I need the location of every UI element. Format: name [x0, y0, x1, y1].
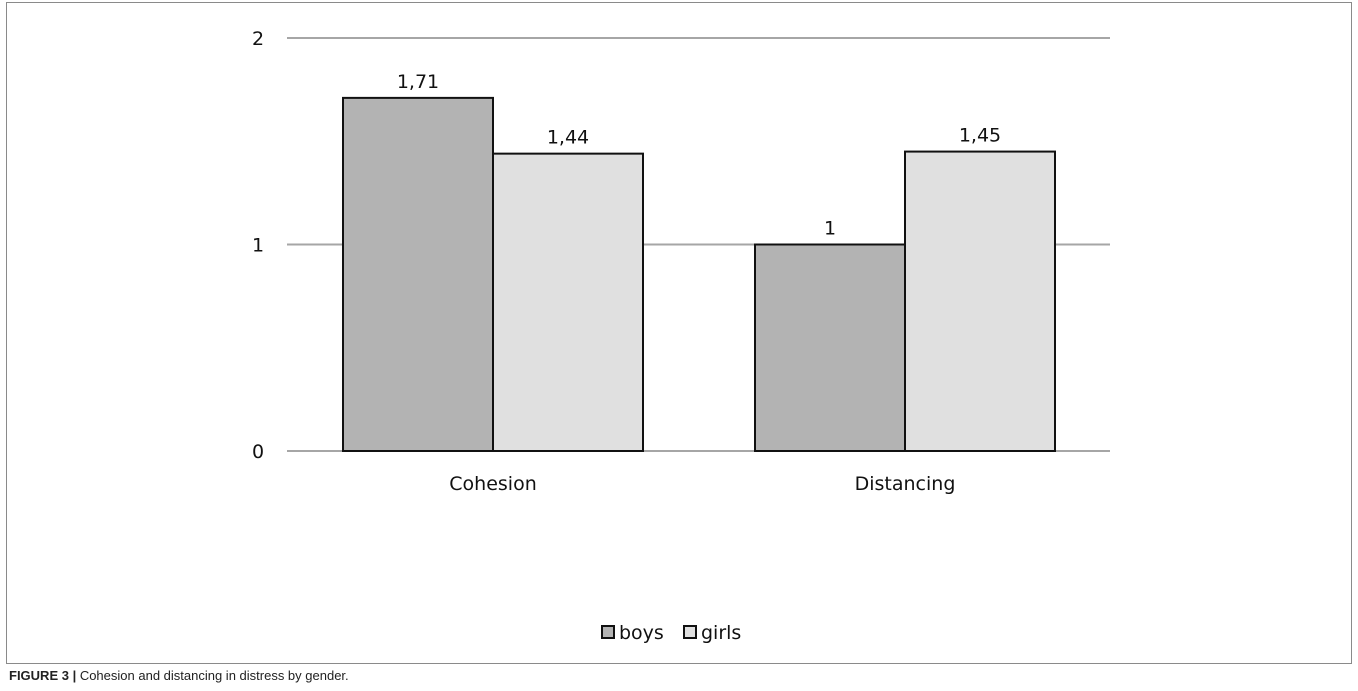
bar-chart: 0 1 2 1,71 1,44 Cohesion 1 1,45 Distancing boys gi…	[252, 28, 1110, 644]
figure-number: FIGURE 3 |	[9, 668, 77, 683]
data-label: 1,45	[959, 125, 1001, 147]
figure-frame	[6, 2, 1352, 664]
legend-label-boys: boys	[619, 622, 664, 644]
bar-boys-cohesion	[342, 96, 494, 452]
x-category-label: Distancing	[855, 473, 956, 495]
caption-text: Cohesion and distancing in distress by g…	[76, 668, 349, 683]
legend-swatch-girls	[683, 625, 697, 639]
legend-label-girls: girls	[701, 622, 741, 644]
y-tick-label: 1	[252, 235, 264, 257]
data-label: 1,44	[547, 127, 589, 149]
bar-girls-cohesion	[492, 152, 644, 452]
bar-boys-distancing	[754, 243, 906, 452]
data-label: 1,71	[397, 71, 439, 93]
figure-caption: FIGURE 3 | Cohesion and distancing in di…	[9, 668, 349, 683]
legend-swatch-boys	[601, 625, 615, 639]
data-label: 1	[824, 218, 836, 240]
x-category-label: Cohesion	[449, 473, 536, 495]
y-tick-label: 2	[252, 28, 264, 50]
y-tick-label: 0	[252, 441, 264, 463]
bar-girls-distancing	[904, 150, 1056, 452]
